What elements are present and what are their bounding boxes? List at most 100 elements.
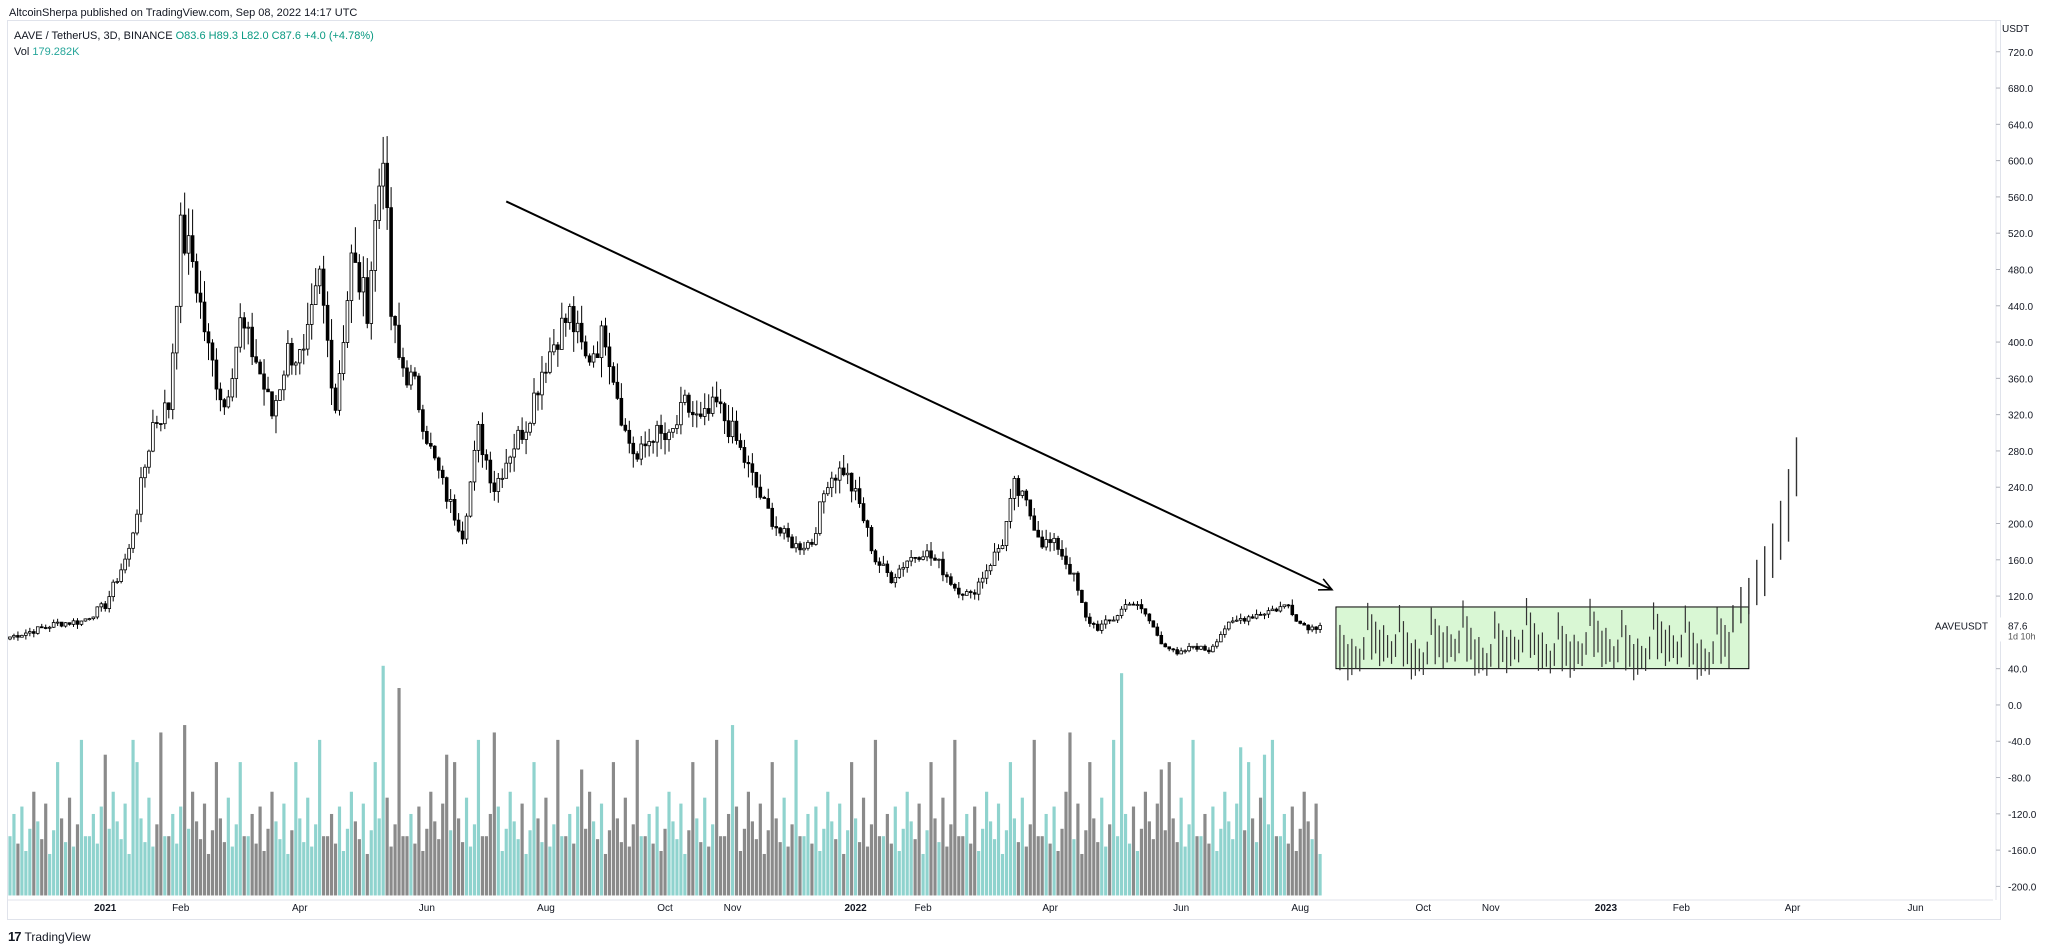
candle-down	[1195, 645, 1199, 650]
volume-bar-down	[857, 842, 862, 896]
volume-bar-down	[1195, 836, 1199, 896]
candle-up	[893, 576, 898, 584]
candle-up	[1004, 521, 1009, 547]
candle-up	[8, 636, 12, 640]
volume-bar-down	[393, 824, 397, 896]
candle-up	[1246, 616, 1251, 622]
candle-down	[1274, 608, 1279, 612]
candle-up	[575, 322, 580, 333]
y-tick-label: 560.0	[2008, 193, 2033, 204]
candle-down	[480, 423, 485, 456]
volume-bar-up	[115, 821, 119, 896]
volume-bar-up	[901, 828, 905, 896]
candle-up	[274, 400, 278, 417]
candle-up	[504, 462, 509, 479]
candle-down	[1203, 645, 1207, 651]
x-tick-label: Feb	[914, 903, 932, 914]
y-tick-label: 600.0	[2008, 157, 2033, 168]
x-tick-label: Oct	[1416, 903, 1432, 914]
volume-bar-up	[468, 846, 473, 896]
volume-bar-down	[191, 791, 195, 896]
volume-bar-down	[1258, 797, 1263, 896]
candle-down	[1024, 490, 1029, 501]
volume-bar-down	[1084, 830, 1088, 896]
volume-bar-down	[429, 791, 433, 896]
volume-label: Vol	[14, 46, 30, 58]
volume-bar-down	[580, 769, 584, 896]
symbol-label[interactable]: AAVE / TetherUS, 3D, BINANCE	[14, 30, 173, 42]
candle-down	[1064, 555, 1068, 565]
candle-down	[770, 507, 775, 527]
volume-bar-up	[671, 821, 675, 896]
candle-down	[1032, 515, 1037, 531]
x-tick-label: Jun	[1908, 903, 1924, 914]
candle-down	[929, 550, 933, 559]
candle-up	[1282, 604, 1287, 608]
volume-bar-down	[1207, 843, 1211, 896]
volume-bar-down	[790, 824, 794, 896]
footer-brand[interactable]: TradingView	[24, 929, 91, 944]
candle-up	[496, 477, 501, 492]
volume-bar-down	[810, 843, 814, 896]
volume-bar-down	[873, 739, 878, 896]
candle-down	[869, 527, 874, 552]
x-tick-label: Apr	[1785, 903, 1801, 914]
candle-up	[230, 378, 235, 398]
candle-up	[381, 162, 385, 187]
volume-bar-down	[584, 828, 588, 896]
candle-up	[655, 424, 659, 443]
volume-bar-up	[119, 839, 123, 896]
volume-bar-up	[1000, 853, 1005, 896]
volume-bar-up	[147, 797, 151, 896]
volume-bar-up	[568, 813, 572, 896]
x-tick-label: Feb	[1673, 903, 1691, 914]
candle-down	[1147, 613, 1152, 622]
candle-down	[1076, 572, 1080, 591]
volume-bar-up	[234, 824, 238, 896]
volume-bar-down	[258, 806, 262, 896]
candle-down	[1242, 618, 1247, 622]
candle-up	[909, 556, 913, 562]
candle-down	[1060, 548, 1064, 557]
candle-up	[1111, 619, 1116, 622]
volume-bar-down	[488, 813, 492, 896]
candle-down	[401, 357, 405, 369]
candle-down	[1207, 649, 1211, 653]
candle-up	[1318, 625, 1322, 630]
candle-down	[1048, 539, 1052, 544]
candle-up	[151, 422, 155, 452]
volume-bar-up	[532, 762, 536, 896]
candle-up	[1238, 618, 1243, 621]
candle-up	[905, 560, 909, 568]
candle-up	[91, 616, 96, 620]
volume-bar-up	[1235, 803, 1239, 896]
volume-bar-up	[107, 828, 111, 896]
volume-bar-down	[945, 846, 949, 896]
candle-down	[714, 396, 719, 403]
candle-up	[837, 467, 842, 481]
x-tick-label: Nov	[1482, 903, 1500, 914]
volume-bar-up	[524, 853, 528, 896]
volume-bar-down	[865, 846, 870, 896]
volume-bar-up	[981, 828, 985, 896]
candle-down	[75, 620, 80, 625]
volume-bar-up	[226, 797, 230, 896]
volume-bar-up	[48, 853, 52, 896]
candle-up	[984, 570, 989, 579]
candle-up	[143, 466, 147, 479]
volume-bar-down	[1139, 828, 1144, 896]
candle-up	[87, 618, 92, 621]
volume-bar-up	[91, 813, 95, 896]
volume-bar-up	[822, 828, 826, 896]
volume-bar-down	[254, 843, 258, 896]
candle-down	[746, 461, 751, 465]
volume-bar-down	[210, 830, 215, 896]
volume-bar-up	[143, 842, 147, 896]
candle-down	[790, 536, 794, 549]
candle-down	[766, 498, 771, 509]
volume-bar-down	[734, 806, 739, 896]
volume-bar-down	[1306, 821, 1310, 896]
candle-down	[722, 403, 727, 422]
volume-bar-up	[1262, 754, 1267, 896]
